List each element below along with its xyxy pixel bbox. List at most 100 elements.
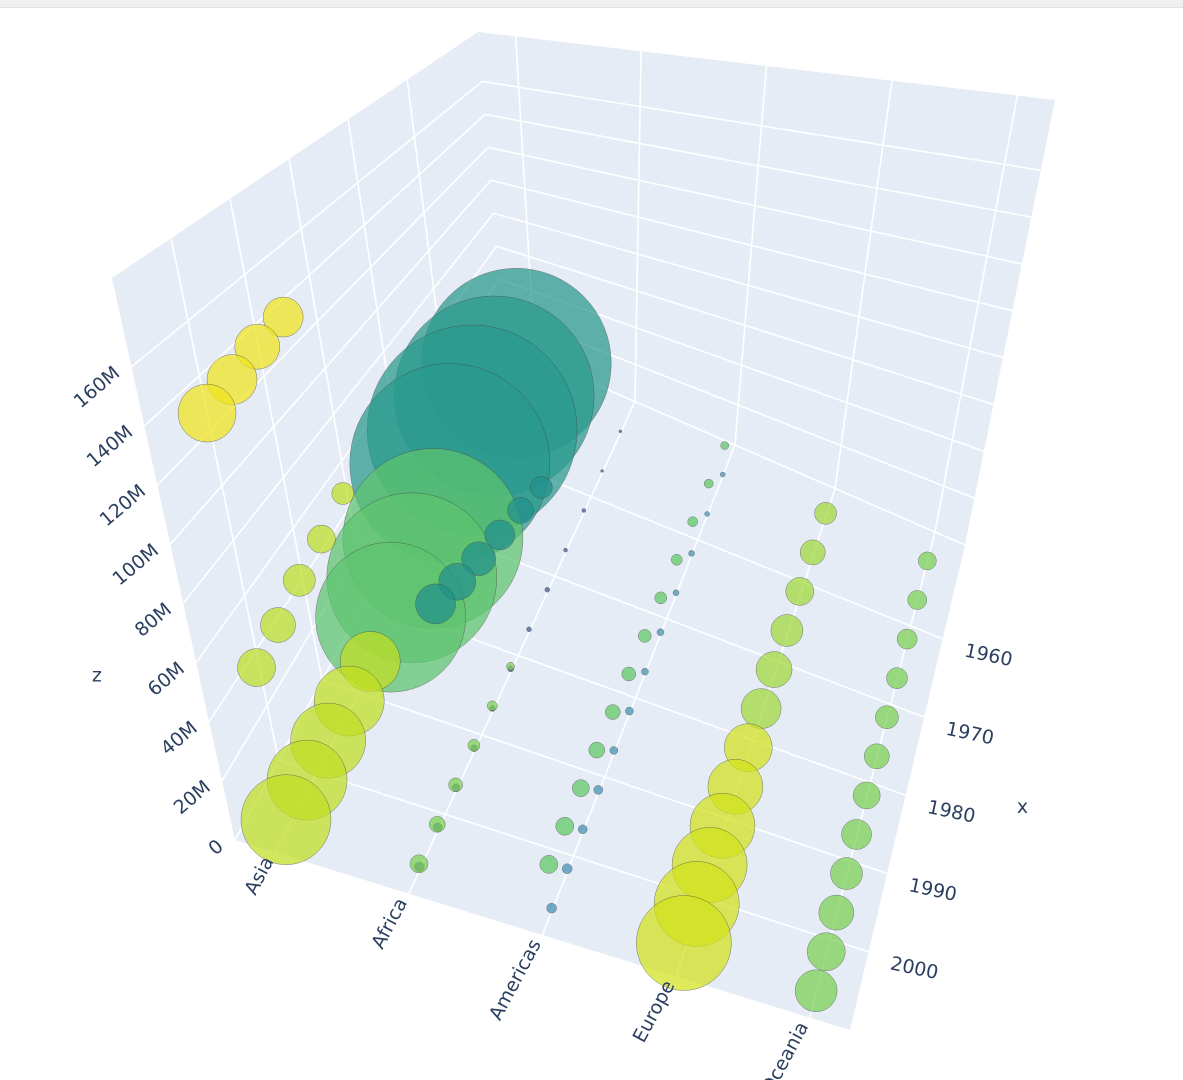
bubble	[656, 628, 665, 636]
y-grid-line	[734, 65, 768, 446]
bubble	[563, 547, 568, 553]
bubble	[237, 648, 276, 687]
top-bar	[0, 0, 1183, 7]
bubble	[507, 497, 534, 524]
bubble	[415, 583, 456, 625]
bubble	[283, 564, 316, 597]
bubble	[177, 383, 237, 443]
bubble	[429, 816, 446, 833]
z-grid-line	[130, 80, 483, 368]
bubble	[672, 589, 680, 597]
bubble	[307, 524, 336, 554]
bubble	[605, 704, 621, 720]
bubble	[785, 577, 815, 606]
scene-marks	[177, 268, 937, 1013]
bubble	[555, 816, 575, 836]
y-grid-line	[834, 80, 893, 489]
bubble	[621, 666, 637, 682]
bubble	[539, 855, 559, 874]
bubble	[875, 705, 899, 729]
bubble	[799, 539, 826, 566]
bubble	[794, 969, 838, 1013]
bubble	[262, 296, 304, 338]
bubble	[641, 667, 649, 676]
bubble	[544, 586, 551, 593]
z-grid-line	[182, 212, 495, 604]
bubble	[561, 863, 573, 874]
bubble	[530, 476, 553, 499]
x-grid-line	[229, 198, 323, 681]
bubble	[864, 743, 890, 770]
z-tick-label: 120M	[96, 480, 150, 531]
bubble	[755, 651, 793, 688]
bubble	[625, 706, 634, 716]
z-grid-line	[169, 179, 492, 545]
bubble	[461, 541, 496, 577]
bubble	[687, 516, 698, 527]
bubble	[852, 781, 881, 810]
back-wall	[478, 32, 1055, 545]
x-tick-label: 1970	[944, 718, 996, 750]
y-grid-line	[934, 95, 1019, 533]
bubble	[234, 323, 281, 370]
bubble	[600, 469, 604, 473]
bubble	[506, 662, 515, 671]
bubble	[896, 628, 918, 650]
bubble	[486, 700, 498, 712]
bubble	[688, 550, 695, 557]
bubble	[484, 519, 515, 551]
y-grid-line	[541, 444, 736, 936]
z-tick-label: 20M	[170, 776, 215, 819]
y-tick-label: Africa	[367, 894, 412, 952]
bubble	[577, 824, 588, 835]
bubble	[593, 785, 604, 795]
z-tick-label: 140M	[83, 421, 137, 472]
x-tick-label: 1990	[907, 874, 959, 906]
z-tick-label: 100M	[109, 539, 163, 590]
y-tick-label: Oceania	[757, 1018, 813, 1080]
bubble	[448, 777, 463, 793]
y-tick-label: Europe	[629, 977, 680, 1046]
bubble	[886, 667, 908, 689]
y-tick-label: Americas	[485, 936, 546, 1024]
bubble	[609, 746, 619, 755]
bubble	[907, 590, 927, 610]
z-tick-label: 80M	[131, 599, 176, 642]
bubble	[331, 482, 355, 505]
bubble	[770, 614, 804, 647]
bubble	[830, 857, 863, 890]
bubble	[654, 591, 667, 605]
x-tick-label: 2000	[888, 953, 940, 985]
bubble	[704, 511, 710, 517]
bubble	[740, 688, 782, 729]
bubble	[670, 553, 683, 566]
z-tick-label: 60M	[144, 658, 189, 701]
bubble	[546, 902, 557, 914]
y-grid-line	[634, 51, 642, 402]
bubble	[918, 551, 937, 571]
bubble	[409, 854, 429, 874]
z-grid-line	[143, 113, 486, 427]
z-tick-label: 40M	[157, 717, 202, 760]
x-axis-title: x	[1017, 796, 1028, 818]
z-tick-label: 0	[204, 835, 227, 860]
bubble	[814, 502, 837, 525]
x-tick-label: 1960	[963, 640, 1015, 672]
bubble	[719, 471, 726, 478]
bubble	[526, 626, 532, 633]
bubble	[841, 819, 872, 850]
bubble	[703, 478, 714, 489]
bubble	[572, 779, 590, 797]
z-tick-label: 160M	[70, 362, 124, 413]
bubble	[618, 429, 623, 434]
bubble	[720, 441, 729, 450]
bubble	[638, 629, 652, 643]
bubble	[588, 741, 606, 759]
bubble	[240, 774, 332, 865]
z-axis-title: z	[92, 664, 102, 686]
bubble	[581, 508, 587, 513]
bubble	[636, 895, 732, 991]
bubble	[806, 932, 846, 971]
x-tick-label: 1980	[925, 796, 977, 828]
